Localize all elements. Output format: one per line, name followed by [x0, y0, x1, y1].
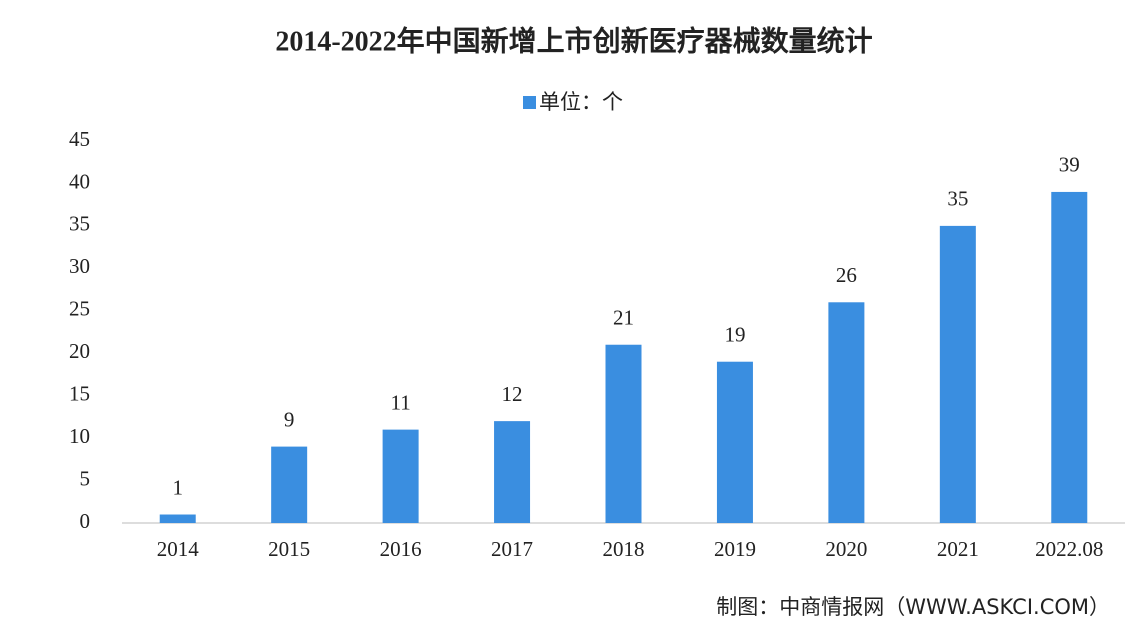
y-tick-label: 40	[69, 169, 90, 193]
y-tick-label: 15	[69, 381, 90, 405]
bar	[159, 514, 196, 523]
x-tick-label: 2017	[491, 537, 533, 561]
y-tick-label: 35	[69, 212, 90, 236]
x-tick-label: 2019	[714, 537, 756, 561]
legend-swatch	[523, 96, 536, 109]
legend-label: 单位：个	[539, 90, 623, 114]
bar	[1051, 191, 1088, 523]
data-label: 1	[172, 475, 183, 499]
bar	[939, 225, 976, 523]
bar	[716, 361, 753, 523]
y-tick-label: 20	[69, 339, 90, 363]
y-tick-label: 30	[69, 254, 90, 278]
x-tick-label: 2016	[380, 537, 422, 561]
data-label: 9	[284, 407, 295, 431]
y-tick-label: 45	[69, 127, 90, 151]
bar	[382, 429, 419, 523]
bar	[605, 344, 642, 523]
x-tick-label: 2015	[268, 537, 310, 561]
data-label: 26	[836, 263, 857, 287]
data-label: 11	[390, 390, 410, 414]
bar	[828, 302, 865, 523]
chart-title: 2014-2022年中国新增上市创新医疗器械数量统计	[275, 24, 872, 57]
data-label: 39	[1059, 153, 1080, 177]
data-label: 35	[947, 187, 968, 211]
data-label: 19	[724, 323, 745, 347]
y-tick-label: 25	[69, 297, 90, 321]
x-tick-label: 2020	[825, 537, 867, 561]
x-tick-label: 2014	[157, 537, 200, 561]
data-label: 12	[502, 382, 523, 406]
x-tick-label: 2021	[937, 537, 979, 561]
y-tick-label: 5	[80, 466, 91, 490]
bar	[494, 421, 531, 523]
x-tick-label: 2018	[603, 537, 645, 561]
bar	[271, 446, 308, 523]
x-tick-label: 2022.08	[1035, 537, 1103, 561]
y-tick-label: 0	[80, 509, 91, 533]
source: 制图：中商情报网（WWW.ASKCI.COM）	[716, 595, 1110, 619]
y-tick-label: 10	[69, 424, 90, 448]
data-label: 21	[613, 306, 634, 330]
